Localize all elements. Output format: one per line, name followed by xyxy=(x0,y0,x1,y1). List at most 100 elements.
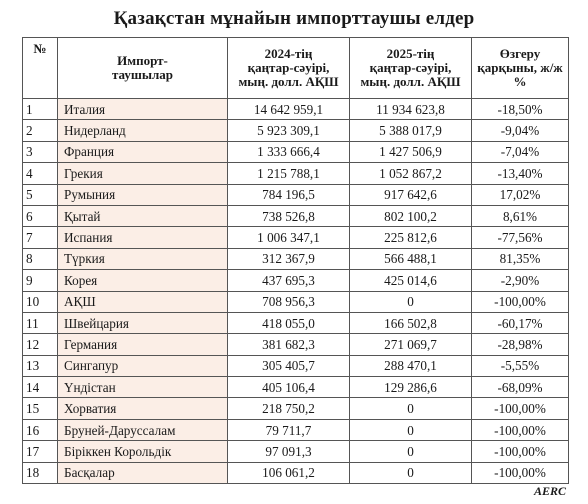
value-2024-cell: 218 750,2 xyxy=(227,397,350,420)
header-2024-line3: мың. долл. АҚШ xyxy=(238,74,339,89)
country-name-cell: Сингапур xyxy=(57,354,228,378)
change-percent-cell: -60,17% xyxy=(471,311,569,335)
table-body: 1 Италия 14 642 959,1 11 934 623,8 -18,50% 2 Н… xyxy=(22,97,569,485)
value-2024-cell: 784 196,5 xyxy=(227,183,350,206)
country-name-cell: АҚШ xyxy=(57,290,228,313)
value-2024-cell: 97 091,3 xyxy=(227,440,350,463)
country-name-cell: Грекия xyxy=(57,162,228,185)
value-2025-cell: 425 014,6 xyxy=(349,269,472,292)
table-row: 7 Испания 1 006 347,1 225 812,6 -77,56% xyxy=(22,226,569,249)
row-number-cell: 11 xyxy=(22,311,58,335)
header-change-line2: қарқыны, ж/ж xyxy=(477,60,563,75)
value-2024-cell: 312 367,9 xyxy=(227,247,350,271)
row-number-cell: 1 xyxy=(22,97,58,121)
row-number-cell: 9 xyxy=(22,269,58,292)
table-header-row: № Импорт- таушылар 2024-тің қаңтар-сәуір… xyxy=(22,37,569,99)
value-2025-cell: 288 470,1 xyxy=(349,354,472,378)
header-2025-line1: 2025-тің xyxy=(386,46,435,61)
value-2025-cell: 0 xyxy=(349,440,472,463)
value-2024-cell: 437 695,3 xyxy=(227,269,350,292)
change-percent-cell: -100,00% xyxy=(471,418,569,442)
change-percent-cell: -77,56% xyxy=(471,226,569,249)
country-name-cell: Швейцария xyxy=(57,311,228,335)
country-name-cell: Корея xyxy=(57,269,228,292)
change-percent-cell: -100,00% xyxy=(471,440,569,463)
value-2025-cell: 917 642,6 xyxy=(349,183,472,206)
change-percent-cell: -18,50% xyxy=(471,97,569,121)
value-2024-cell: 1 333 666,4 xyxy=(227,140,350,164)
value-2024-cell: 381 682,3 xyxy=(227,333,350,356)
change-percent-cell: -5,55% xyxy=(471,354,569,378)
header-2024: 2024-тің қаңтар-сәуірі, мың. долл. АҚШ xyxy=(227,37,350,99)
row-number-cell: 5 xyxy=(22,183,58,206)
table-row: 9 Корея 437 695,3 425 014,6 -2,90% xyxy=(22,269,569,292)
table-row: 11 Швейцария 418 055,0 166 502,8 -60,17% xyxy=(22,311,569,335)
value-2024-cell: 418 055,0 xyxy=(227,311,350,335)
row-number-cell: 16 xyxy=(22,418,58,442)
value-2025-cell: 1 052 867,2 xyxy=(349,162,472,185)
header-2025-line2: қаңтар-сәуірі, xyxy=(369,60,452,75)
value-2025-cell: 1 427 506,9 xyxy=(349,140,472,164)
header-importer-line2: таушылар xyxy=(111,67,174,82)
change-percent-cell: -7,04% xyxy=(471,140,569,164)
table-row: 14 Үндістан 405 106,4 129 286,6 -68,09% xyxy=(22,376,569,399)
table-row: 1 Италия 14 642 959,1 11 934 623,8 -18,50% xyxy=(22,97,569,121)
country-name-cell: Біріккен Корольдік xyxy=(57,440,228,463)
table-title: Қазақстан мұнайын импорттаушы елдер xyxy=(113,8,475,29)
value-2025-cell: 0 xyxy=(349,290,472,313)
row-number-cell: 2 xyxy=(22,119,58,142)
change-percent-cell: -100,00% xyxy=(471,397,569,420)
header-2024-line1: 2024-тің xyxy=(264,46,313,61)
country-name-cell: Франция xyxy=(57,140,228,164)
table-row: 10 АҚШ 708 956,3 0 -100,00% xyxy=(22,290,569,313)
value-2024-cell: 405 106,4 xyxy=(227,376,350,399)
value-2025-cell: 166 502,8 xyxy=(349,311,472,335)
change-percent-cell: -100,00% xyxy=(471,290,569,313)
country-name-cell: Хорватия xyxy=(57,397,228,420)
header-2025: 2025-тің қаңтар-сәуірі, мың. долл. АҚШ xyxy=(349,37,472,99)
change-percent-cell: -13,40% xyxy=(471,162,569,185)
change-percent-cell: -9,04% xyxy=(471,119,569,142)
table-row: 4 Грекия 1 215 788,1 1 052 867,2 -13,40% xyxy=(22,162,569,185)
value-2024-cell: 14 642 959,1 xyxy=(227,97,350,121)
table-row: 17 Біріккен Корольдік 97 091,3 0 -100,00% xyxy=(22,440,569,463)
value-2025-cell: 11 934 623,8 xyxy=(349,97,472,121)
row-number-cell: 18 xyxy=(22,461,58,485)
change-percent-cell: -68,09% xyxy=(471,376,569,399)
change-percent-cell: -2,90% xyxy=(471,269,569,292)
source-label: AERC xyxy=(533,484,566,498)
header-change-line3: % xyxy=(513,74,527,89)
value-2025-cell: 802 100,2 xyxy=(349,204,472,228)
country-name-cell: Германия xyxy=(57,333,228,356)
value-2025-cell: 566 488,1 xyxy=(349,247,472,271)
value-2024-cell: 5 923 309,1 xyxy=(227,119,350,142)
table-row: 3 Франция 1 333 666,4 1 427 506,9 -7,04% xyxy=(22,140,569,164)
table-row: 12 Германия 381 682,3 271 069,7 -28,98% xyxy=(22,333,569,356)
country-name-cell: Италия xyxy=(57,97,228,121)
row-number-cell: 12 xyxy=(22,333,58,356)
table-row: 2 Нидерланд 5 923 309,1 5 388 017,9 -9,04% xyxy=(22,119,569,142)
header-change: Өзгеру қарқыны, ж/ж % xyxy=(471,37,569,99)
row-number-cell: 14 xyxy=(22,376,58,399)
value-2025-cell: 0 xyxy=(349,418,472,442)
change-percent-cell: -28,98% xyxy=(471,333,569,356)
country-name-cell: Нидерланд xyxy=(57,119,228,142)
row-number-cell: 3 xyxy=(22,140,58,164)
row-number-cell: 17 xyxy=(22,440,58,463)
header-num: № xyxy=(22,37,58,99)
header-2024-line2: қаңтар-сәуірі, xyxy=(247,60,330,75)
value-2025-cell: 0 xyxy=(349,397,472,420)
value-2025-cell: 5 388 017,9 xyxy=(349,119,472,142)
value-2024-cell: 79 711,7 xyxy=(227,418,350,442)
country-name-cell: Бруней-Даруссалам xyxy=(57,418,228,442)
value-2025-cell: 129 286,6 xyxy=(349,376,472,399)
header-importer-line1: Импорт- xyxy=(117,53,168,68)
row-number-cell: 15 xyxy=(22,397,58,420)
change-percent-cell: 8,61% xyxy=(471,204,569,228)
row-number-cell: 8 xyxy=(22,247,58,271)
table-row: 5 Румыния 784 196,5 917 642,6 17,02% xyxy=(22,183,569,206)
value-2024-cell: 106 061,2 xyxy=(227,461,350,485)
row-number-cell: 6 xyxy=(22,204,58,228)
country-name-cell: Басқалар xyxy=(57,461,228,485)
